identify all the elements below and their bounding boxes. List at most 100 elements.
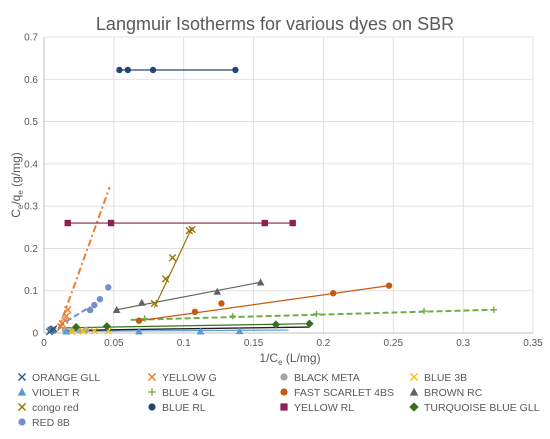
data-point — [161, 275, 170, 283]
x-tick-label: 0.1 — [177, 338, 191, 349]
x-tick-label: 0 — [41, 338, 47, 349]
data-point — [61, 316, 69, 325]
legend-entry: YELLOW RL — [280, 402, 354, 414]
x-tick-label: 0.35 — [523, 338, 543, 349]
legend-label: BLUE 3B — [424, 372, 467, 384]
x-tick-label: 0.25 — [384, 338, 404, 349]
trendline — [63, 329, 289, 332]
x-tick-label: 0.3 — [456, 338, 470, 349]
legend-marker — [280, 388, 288, 396]
legend-entry: RED 8B — [18, 417, 70, 429]
legend-label: VIOLET R — [32, 387, 80, 399]
data-point — [64, 306, 72, 314]
data-point — [305, 319, 314, 328]
grid — [44, 36, 534, 333]
data-point — [235, 327, 244, 335]
legend-entry: BLUE RL — [148, 402, 206, 414]
data-point — [124, 66, 132, 74]
trendline — [138, 285, 390, 322]
data-point — [271, 320, 281, 329]
legend-label: congo red — [32, 402, 79, 414]
legend-entry: congo red — [17, 402, 79, 414]
data-point — [102, 322, 112, 331]
y-tick-label: 0.3 — [24, 202, 38, 213]
legend-marker — [148, 403, 156, 411]
data-point — [313, 310, 320, 318]
legend-label: RED 8B — [32, 417, 70, 429]
data-point — [289, 219, 296, 227]
data-point — [96, 295, 104, 303]
trendline — [64, 326, 310, 332]
data-point — [188, 225, 196, 234]
data-point — [149, 66, 157, 74]
legend-marker — [17, 372, 27, 382]
data-point — [71, 322, 81, 332]
legend-marker — [17, 402, 27, 412]
data-point — [420, 307, 428, 315]
trendline — [57, 186, 111, 332]
legend-label: BROWN RC — [424, 387, 483, 399]
data-point — [150, 299, 159, 308]
legend-entry: BLUE 3B — [409, 372, 467, 384]
data-point — [229, 312, 236, 320]
legend-entry: BROWN RC — [409, 387, 483, 399]
y-tick-label: 0.4 — [24, 159, 38, 170]
x-axis-label: 1/Ce (L/mg) — [259, 351, 320, 367]
legend-marker — [18, 418, 26, 426]
y-axis-label: Ce/qe (g/mg) — [9, 152, 25, 218]
y-tick-label: 0.2 — [24, 244, 38, 255]
data-point — [196, 327, 205, 335]
chart-title: Langmuir Isotherms for various dyes on S… — [96, 14, 454, 34]
data-point — [191, 308, 199, 316]
trendline — [153, 227, 193, 308]
legend-entry: ORANGE GLL — [17, 372, 100, 384]
legend: ORANGE GLL YELLOW G BLACK META BLUE 3B VIOLE… — [17, 372, 540, 429]
legend-marker — [280, 403, 288, 411]
legend-label: YELLOW RL — [294, 402, 354, 414]
data-point — [218, 300, 225, 307]
legend-entry: TURQUOISE BLUE GLL — [409, 402, 540, 414]
y-tick-label: 0.7 — [24, 33, 38, 44]
data-point — [62, 327, 71, 335]
trendline — [130, 308, 494, 321]
data-point — [232, 66, 239, 74]
legend-label: ORANGE GLL — [32, 372, 100, 384]
legend-entry: BLUE 4 GL — [148, 387, 215, 399]
legend-marker — [147, 372, 157, 382]
data-point — [64, 219, 71, 227]
data-point — [62, 312, 71, 320]
data-point — [112, 305, 121, 313]
data-point — [490, 306, 498, 313]
x-tick-label: 0.15 — [244, 338, 264, 349]
trendlines — [47, 69, 494, 333]
data-point — [135, 327, 143, 335]
x-tick-label: 0.2 — [316, 338, 330, 349]
y-tick-label: 0.1 — [24, 286, 38, 297]
data-point — [137, 298, 146, 306]
trendline — [57, 323, 310, 329]
data-points — [45, 66, 498, 336]
legend-label: FAST SCARLET 4BS — [294, 387, 394, 399]
data-point — [90, 327, 98, 335]
data-point — [79, 327, 87, 336]
y-tick-label: 0.5 — [24, 117, 38, 128]
data-point — [330, 290, 337, 297]
data-point — [261, 219, 268, 227]
axes — [43, 37, 533, 334]
data-point — [256, 278, 265, 286]
trendline — [50, 305, 91, 332]
data-point — [91, 301, 98, 309]
legend-label: BLUE 4 GL — [162, 387, 215, 399]
legend-label: YELLOW G — [162, 372, 217, 384]
legend-marker — [17, 387, 27, 396]
data-point — [116, 66, 123, 74]
legend-entry: YELLOW G — [147, 372, 217, 384]
legend-label: TURQUOISE BLUE GLL — [424, 402, 540, 414]
tick-labels: 0 0.05 0.1 0.15 0.2 0.25 0.3 0.35 0 0.1 0.2 0.3 0.4 0… — [24, 33, 543, 350]
legend-marker — [409, 402, 419, 412]
legend-marker — [409, 387, 419, 396]
data-point — [168, 254, 177, 262]
legend-marker — [280, 373, 288, 381]
legend-label: BLACK META — [294, 372, 360, 384]
